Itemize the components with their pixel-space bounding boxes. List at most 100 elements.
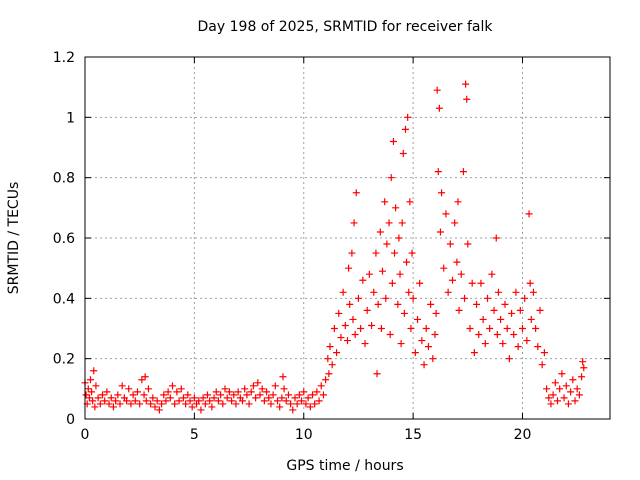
data-point xyxy=(175,397,183,405)
data-point xyxy=(127,400,135,408)
data-point xyxy=(501,300,509,308)
data-point xyxy=(169,382,176,390)
data-point xyxy=(276,403,284,411)
data-point xyxy=(107,394,115,402)
data-point xyxy=(449,276,456,284)
chart-title: Day 198 of 2025, SRMTID for receiver fal… xyxy=(198,19,494,35)
data-point xyxy=(493,331,501,339)
data-point xyxy=(382,294,390,302)
data-point xyxy=(333,349,341,357)
data-point xyxy=(579,358,587,366)
data-point xyxy=(512,288,520,296)
data-point xyxy=(158,400,166,408)
data-point xyxy=(345,264,353,272)
data-point xyxy=(385,219,393,227)
data-point xyxy=(444,288,452,296)
data-point xyxy=(499,340,507,348)
data-point xyxy=(147,400,155,408)
data-point xyxy=(532,325,540,332)
data-point xyxy=(350,219,358,227)
data-point xyxy=(558,370,566,378)
data-point xyxy=(526,279,534,287)
data-point xyxy=(432,309,440,317)
data-point xyxy=(195,397,203,405)
data-point xyxy=(536,306,544,314)
data-point xyxy=(219,400,227,408)
data-point xyxy=(188,403,196,411)
data-point xyxy=(484,294,491,302)
data-point xyxy=(201,400,209,408)
data-point xyxy=(527,315,535,323)
data-point xyxy=(477,279,485,287)
data-point xyxy=(269,391,277,399)
data-point xyxy=(427,300,435,308)
y-axis-label: SRMTID / TECUs xyxy=(6,182,22,295)
data-point xyxy=(379,267,386,275)
data-point xyxy=(436,228,444,236)
data-point xyxy=(479,315,487,323)
x-tick-label: 20 xyxy=(514,427,532,443)
data-point xyxy=(298,397,306,405)
data-point xyxy=(239,397,246,405)
data-point xyxy=(466,325,474,332)
data-point xyxy=(311,400,319,408)
data-point xyxy=(252,394,260,402)
data-point xyxy=(391,249,399,257)
data-point xyxy=(99,391,106,399)
data-point xyxy=(313,388,321,396)
x-tick-label: 10 xyxy=(295,427,313,443)
data-point xyxy=(481,340,489,348)
data-point xyxy=(554,397,561,405)
data-point xyxy=(291,394,299,402)
data-point xyxy=(151,403,159,411)
data-point xyxy=(282,397,290,405)
data-point xyxy=(354,294,362,302)
data-point xyxy=(462,80,470,88)
data-point xyxy=(134,388,141,396)
data-point xyxy=(84,385,92,393)
x-tick-label: 15 xyxy=(404,427,422,443)
data-point xyxy=(374,300,382,308)
data-point xyxy=(392,204,400,212)
data-point xyxy=(573,385,581,393)
data-point xyxy=(258,385,266,393)
data-point xyxy=(328,361,336,369)
data-point xyxy=(114,391,122,399)
data-point xyxy=(162,397,170,405)
data-point xyxy=(197,406,205,414)
y-tick-label: 1 xyxy=(66,110,75,126)
data-point xyxy=(398,219,406,227)
data-point xyxy=(186,397,194,405)
data-point xyxy=(103,388,111,396)
data-point xyxy=(330,325,338,332)
data-point xyxy=(160,391,168,399)
data-point xyxy=(422,325,430,332)
data-point xyxy=(389,137,397,145)
data-point xyxy=(263,388,271,396)
data-point xyxy=(516,306,524,314)
data-point xyxy=(171,400,179,408)
data-point xyxy=(363,306,371,314)
x-axis-label: GPS time / hours xyxy=(286,458,403,474)
x-axis-ticks: 0 5 10 15 20 xyxy=(81,57,532,443)
data-point xyxy=(523,337,531,345)
data-point xyxy=(241,385,249,393)
data-point xyxy=(295,391,303,399)
data-point xyxy=(571,397,579,405)
data-point xyxy=(234,388,242,396)
data-point xyxy=(125,385,133,393)
data-point xyxy=(510,331,518,339)
data-point xyxy=(395,234,403,242)
data-point xyxy=(91,403,99,411)
data-point xyxy=(446,240,454,248)
data-point xyxy=(564,400,572,408)
data-point xyxy=(580,364,588,372)
data-point xyxy=(228,397,236,405)
data-point xyxy=(538,361,546,369)
data-point xyxy=(341,321,349,329)
data-point xyxy=(141,373,149,381)
data-point xyxy=(140,391,148,399)
data-point xyxy=(302,400,310,408)
data-point xyxy=(335,309,343,317)
data-point xyxy=(486,325,494,332)
